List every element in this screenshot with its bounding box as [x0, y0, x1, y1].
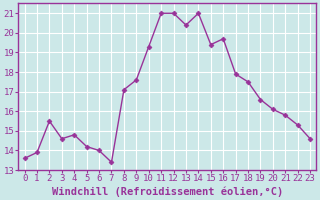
X-axis label: Windchill (Refroidissement éolien,°C): Windchill (Refroidissement éolien,°C) [52, 186, 283, 197]
